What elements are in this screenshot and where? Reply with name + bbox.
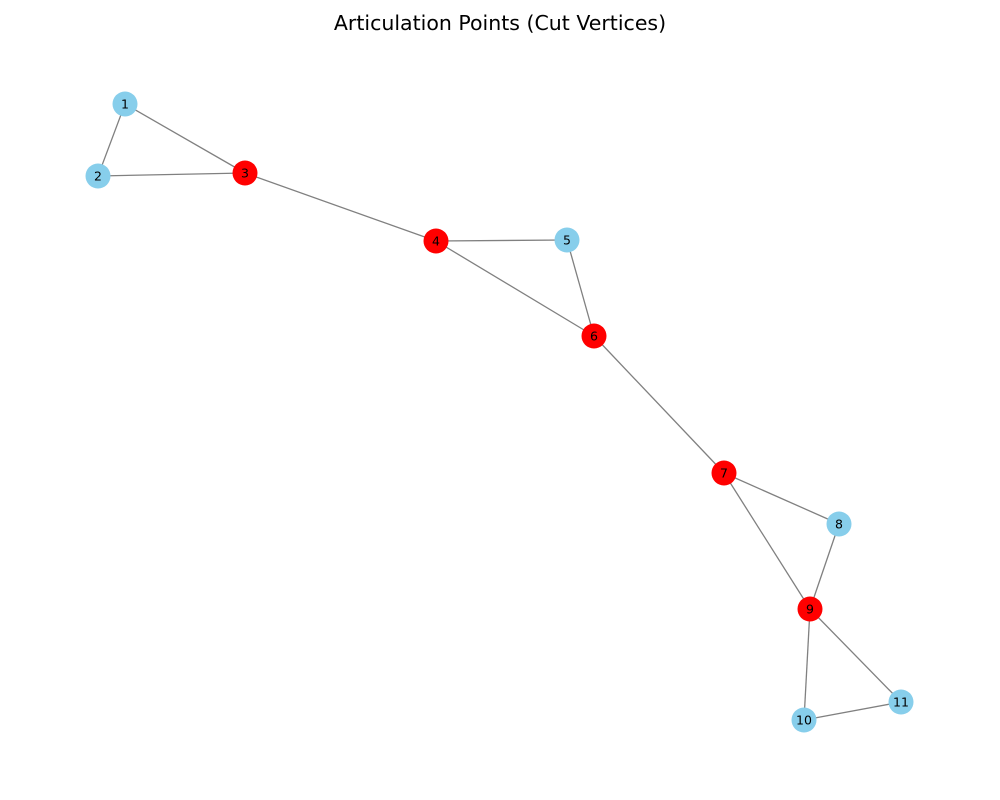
edge-10-11 — [803, 701, 902, 721]
node-label: 4 — [432, 234, 440, 249]
node-label: 1 — [121, 97, 129, 112]
node-label: 7 — [720, 466, 728, 481]
node-label: 2 — [94, 169, 102, 184]
edge-2-3 — [97, 172, 246, 177]
node-label: 5 — [563, 233, 571, 248]
edge-1-2 — [97, 103, 126, 177]
node-6: 6 — [581, 323, 607, 349]
edge-6-7 — [593, 335, 725, 474]
edge-7-8 — [723, 472, 840, 525]
edge-4-6 — [435, 240, 595, 337]
edges-layer — [97, 103, 902, 721]
articulation-node-circle — [423, 228, 449, 254]
articulation-node-circle — [711, 460, 737, 486]
node-circle — [554, 227, 580, 253]
node-10: 10 — [791, 707, 817, 733]
articulation-node-circle — [797, 596, 823, 622]
node-4: 4 — [423, 228, 449, 254]
node-11: 11 — [888, 689, 914, 715]
edge-5-6 — [566, 239, 595, 337]
node-9: 9 — [797, 596, 823, 622]
node-8: 8 — [826, 511, 852, 537]
node-7: 7 — [711, 460, 737, 486]
node-label: 3 — [241, 166, 249, 181]
node-circle — [112, 91, 138, 117]
node-2: 2 — [85, 163, 111, 189]
node-1: 1 — [112, 91, 138, 117]
edge-4-5 — [435, 239, 568, 242]
node-3: 3 — [232, 160, 258, 186]
node-label: 8 — [835, 517, 843, 532]
edge-9-11 — [809, 608, 902, 703]
node-circle — [85, 163, 111, 189]
node-label: 10 — [796, 713, 812, 728]
articulation-node-circle — [581, 323, 607, 349]
node-label: 9 — [806, 602, 814, 617]
node-label: 11 — [893, 695, 909, 710]
node-circle — [791, 707, 817, 733]
diagram-title: Articulation Points (Cut Vertices) — [333, 11, 667, 35]
articulation-node-circle — [232, 160, 258, 186]
node-5: 5 — [554, 227, 580, 253]
edge-8-9 — [809, 523, 840, 610]
node-label: 6 — [590, 329, 598, 344]
edge-3-4 — [244, 172, 437, 242]
node-circle — [826, 511, 852, 537]
node-circle — [888, 689, 914, 715]
edge-9-10 — [803, 608, 811, 721]
nodes-layer: 1 2 3 4 5 6 7 8 9 10 11 — [85, 91, 914, 733]
edge-7-9 — [723, 472, 811, 610]
edge-1-3 — [124, 103, 246, 174]
